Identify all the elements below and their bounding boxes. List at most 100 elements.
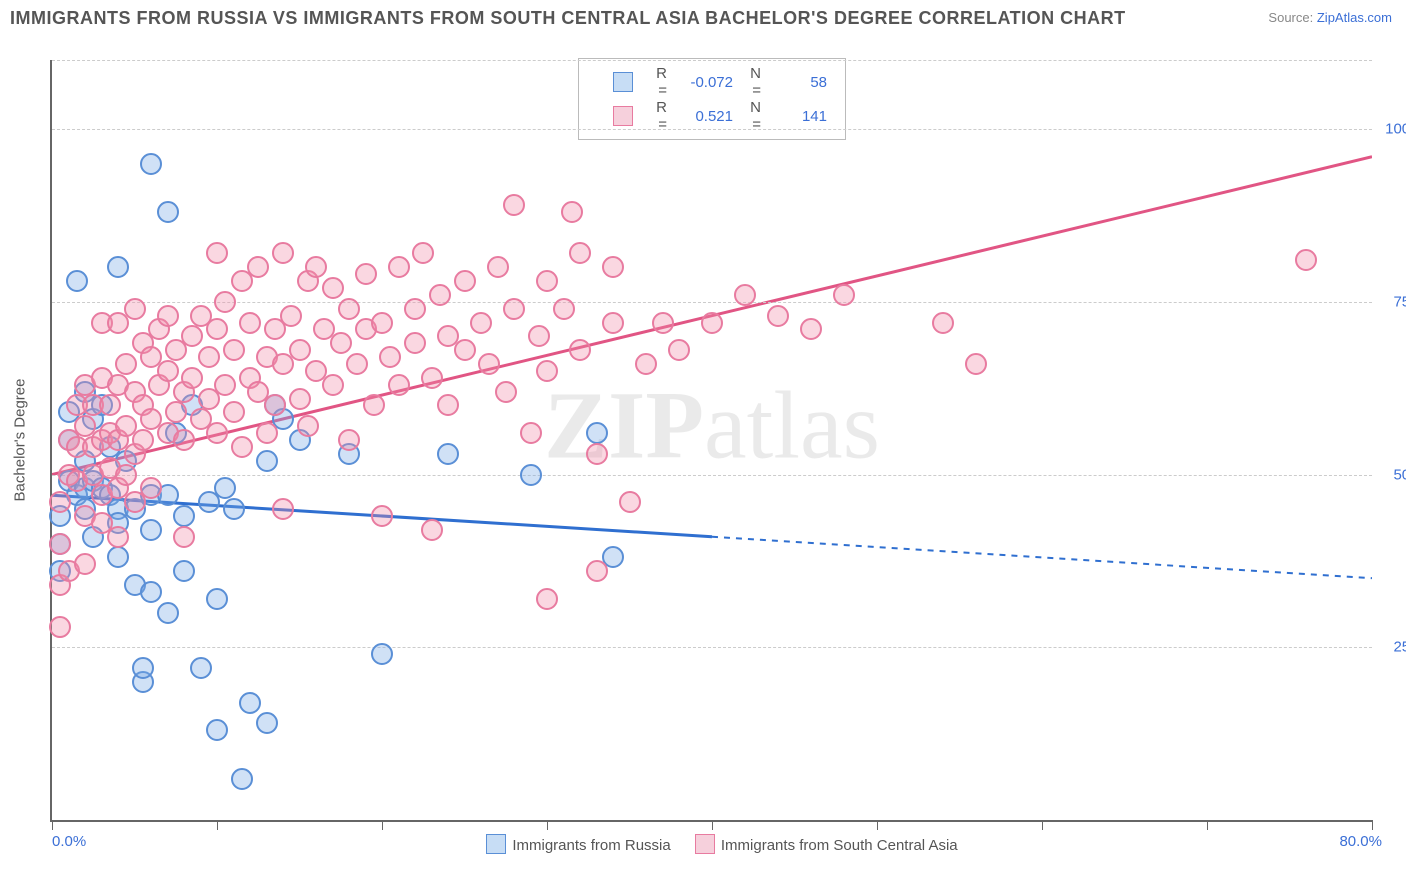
scatter-plot: ZIPatlas Bachelor's Degree R = -0.072 N … [50, 60, 1372, 822]
data-point [346, 353, 368, 375]
data-point [767, 305, 789, 327]
data-point [561, 201, 583, 223]
data-point [536, 270, 558, 292]
data-point [231, 436, 253, 458]
data-point [256, 712, 278, 734]
data-point [503, 298, 525, 320]
legend-n-value-0: 58 [767, 74, 827, 91]
data-point [206, 719, 228, 741]
legend-row-0: R = -0.072 N = 58 [593, 65, 827, 99]
data-point [421, 519, 443, 541]
data-point [223, 498, 245, 520]
data-point [454, 270, 476, 292]
data-point [602, 312, 624, 334]
data-point [49, 616, 71, 638]
data-point [338, 429, 360, 451]
data-point [140, 581, 162, 603]
watermark-bold: ZIP [544, 371, 704, 478]
data-point [429, 284, 451, 306]
data-point [157, 602, 179, 624]
legend-r-value-1: 0.521 [673, 108, 733, 125]
data-point [173, 526, 195, 548]
data-point [214, 374, 236, 396]
data-point [214, 291, 236, 313]
data-point [173, 560, 195, 582]
x-tick [1207, 820, 1208, 830]
data-point [140, 153, 162, 175]
chart-title: IMMIGRANTS FROM RUSSIA VS IMMIGRANTS FRO… [10, 8, 1126, 29]
data-point [157, 201, 179, 223]
x-tick [547, 820, 548, 830]
data-point [330, 332, 352, 354]
gridline [52, 302, 1372, 303]
data-point [181, 367, 203, 389]
data-point [586, 443, 608, 465]
data-point [181, 325, 203, 347]
x-tick [382, 820, 383, 830]
data-point [297, 415, 319, 437]
data-point [421, 367, 443, 389]
data-point [338, 298, 360, 320]
data-point [124, 298, 146, 320]
legend-n-label: N = [739, 65, 761, 99]
data-point [173, 505, 195, 527]
data-point [495, 381, 517, 403]
data-point [404, 298, 426, 320]
data-point [289, 339, 311, 361]
data-point [652, 312, 674, 334]
data-point [363, 394, 385, 416]
x-legend-swatch-1 [695, 834, 715, 854]
x-tick [217, 820, 218, 830]
x-legend-label-1: Immigrants from South Central Asia [721, 837, 958, 854]
legend-swatch-1 [613, 106, 633, 126]
data-point [264, 394, 286, 416]
source-label: Source: ZipAtlas.com [1268, 10, 1392, 25]
data-point [74, 553, 96, 575]
data-point [355, 263, 377, 285]
data-point [206, 588, 228, 610]
data-point [602, 256, 624, 278]
data-point [371, 312, 393, 334]
watermark-light: atlas [704, 371, 880, 478]
data-point [132, 429, 154, 451]
data-point [569, 242, 591, 264]
data-point [49, 491, 71, 513]
data-point [107, 256, 129, 278]
source-link[interactable]: ZipAtlas.com [1317, 10, 1392, 25]
data-point [619, 491, 641, 513]
data-point [371, 643, 393, 665]
data-point [965, 353, 987, 375]
data-point [157, 305, 179, 327]
data-point [305, 256, 327, 278]
data-point [487, 256, 509, 278]
legend-row-1: R = 0.521 N = 141 [593, 99, 827, 133]
data-point [289, 388, 311, 410]
data-point [701, 312, 723, 334]
data-point [256, 450, 278, 472]
data-point [412, 242, 434, 264]
data-point [115, 464, 137, 486]
data-point [470, 312, 492, 334]
data-point [553, 298, 575, 320]
legend-r-label: R = [645, 65, 667, 99]
data-point [272, 498, 294, 520]
data-point [206, 422, 228, 444]
data-point [520, 422, 542, 444]
legend-n-label: N = [739, 99, 761, 133]
legend-swatch-0 [613, 72, 633, 92]
y-tick-label: 50.0% [1393, 466, 1406, 483]
data-point [165, 401, 187, 423]
gridline [52, 475, 1372, 476]
data-point [49, 533, 71, 555]
data-point [272, 242, 294, 264]
data-point [132, 657, 154, 679]
data-point [157, 360, 179, 382]
data-point [503, 194, 525, 216]
data-point [569, 339, 591, 361]
data-point [586, 422, 608, 444]
data-point [206, 318, 228, 340]
data-point [536, 588, 558, 610]
data-point [247, 256, 269, 278]
data-point [239, 692, 261, 714]
x-legend-swatch-0 [486, 834, 506, 854]
